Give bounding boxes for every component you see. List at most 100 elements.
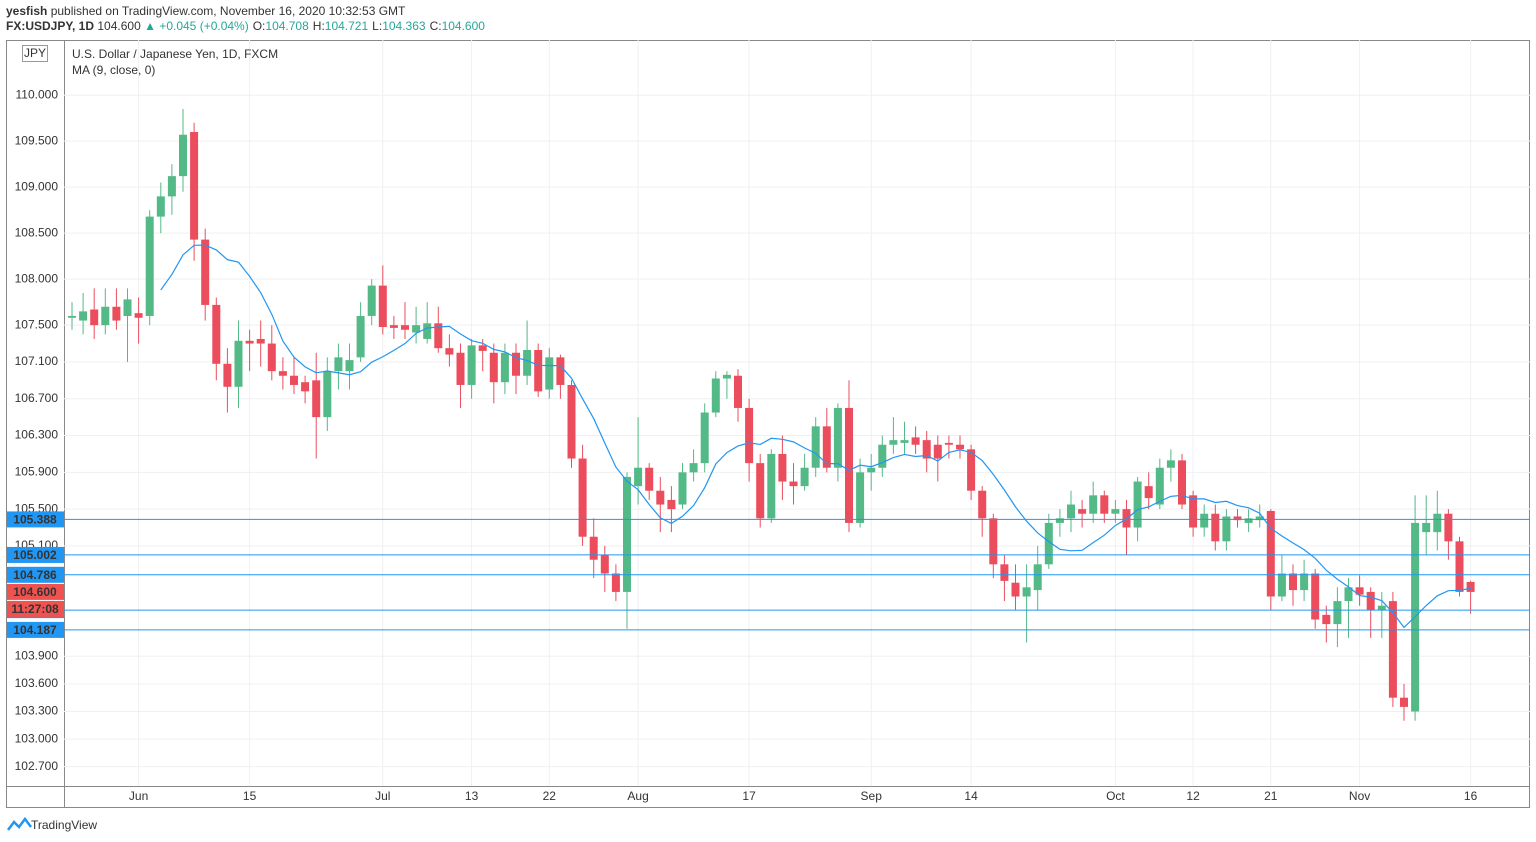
ohlc-value: 104.600 [442, 19, 486, 33]
candle-body [833, 407, 842, 468]
candle-body [90, 309, 99, 326]
candle-body [123, 299, 132, 316]
candle-body [212, 304, 221, 364]
candle-body [1011, 582, 1020, 597]
x-tick-label: 12 [1186, 789, 1200, 803]
published: published on TradingView.com, November 1… [51, 4, 406, 18]
ohlc-value: 104.721 [325, 19, 369, 33]
candle-body [345, 360, 354, 372]
y-tick-label: 110.000 [16, 87, 59, 101]
candle-body [378, 285, 387, 327]
ma-line [160, 244, 1471, 629]
brand: TradingView [31, 818, 97, 832]
candle-body [467, 345, 476, 385]
y-tick-label: 103.000 [15, 731, 59, 745]
candle-body [1255, 516, 1264, 521]
candle-body [900, 440, 909, 443]
candle-body [1133, 481, 1142, 528]
level-label-box [7, 546, 64, 563]
candle-body [1233, 516, 1242, 521]
candle-body [578, 458, 587, 537]
candle-body [878, 444, 887, 468]
candle-body [556, 357, 565, 385]
indicator: MA (9, close, 0) [72, 63, 155, 77]
x-tick-label: 16 [1464, 789, 1478, 803]
ohlc-label: O: [253, 19, 266, 33]
candle-body [756, 463, 765, 519]
y-tick-label: 106.700 [15, 391, 59, 405]
y-tick-label: 102.700 [15, 759, 59, 773]
candle-body [389, 325, 398, 328]
candle-body [312, 380, 321, 418]
x-tick-label: Nov [1349, 789, 1370, 803]
y-tick-label: 109.500 [15, 133, 59, 147]
candle-body [922, 440, 931, 459]
ohlc-value: 104.708 [265, 19, 309, 33]
logo [7, 816, 32, 831]
candle-body [101, 306, 110, 326]
candle-body [278, 371, 287, 376]
candle-body [512, 352, 520, 376]
candle-body [489, 352, 498, 383]
level-label-box [7, 566, 64, 583]
candle-body [1166, 460, 1175, 468]
y-tick-label: 103.900 [15, 648, 59, 662]
y-tick-label: 108.000 [15, 271, 59, 285]
candle-body [767, 453, 776, 519]
ohlc-label: C: [430, 19, 442, 33]
candle-body [611, 573, 620, 592]
candle-body [156, 196, 165, 217]
candle-body [1244, 518, 1253, 523]
candle-body [545, 357, 554, 390]
candle-body [667, 499, 676, 510]
candle-body [845, 407, 853, 523]
candle-body [190, 131, 199, 240]
candle-body [1333, 601, 1342, 625]
candle-body [534, 349, 543, 392]
price: 104.600 [97, 19, 141, 33]
candle-body [1311, 573, 1320, 620]
candle-body [1033, 564, 1042, 591]
candle-body [867, 467, 876, 473]
candle-body [678, 472, 687, 505]
publish-line: yesfish published on TradingView.com, No… [6, 4, 406, 18]
level-label: 104.187 [13, 623, 57, 637]
level-label: 105.002 [13, 548, 57, 562]
candle-body [989, 518, 998, 565]
candle-body [634, 467, 643, 487]
x-tick-label: 21 [1264, 789, 1278, 803]
currency: JPY [24, 46, 46, 60]
candle-body [256, 338, 265, 344]
candle-body [1044, 522, 1053, 565]
candle-body [423, 323, 432, 339]
symbol: FX:USDJPY, 1D [6, 19, 94, 33]
candle-body [1388, 601, 1397, 698]
candle-body [112, 306, 121, 321]
candle-body [1078, 509, 1087, 514]
candle-body [656, 490, 665, 505]
candle-body [1322, 614, 1331, 625]
level-label: 105.388 [13, 513, 57, 527]
candle-body [179, 134, 187, 177]
candle-body [1022, 587, 1031, 597]
candle-body [1377, 605, 1386, 611]
candle-body [445, 348, 454, 355]
candle-body [1366, 591, 1375, 611]
candle-body [1355, 587, 1364, 595]
candle-body [290, 375, 298, 385]
ohlc-value: 104.363 [382, 19, 426, 33]
candle-body [1155, 467, 1164, 505]
candle-body [478, 345, 487, 351]
candle-body [856, 472, 865, 523]
currency-box [22, 45, 48, 62]
candle-body [1433, 513, 1442, 533]
candle-body [778, 453, 787, 482]
candle-body [1200, 513, 1209, 528]
countdown-box [7, 600, 64, 617]
x-tick-label: 14 [964, 789, 978, 803]
frame [6, 40, 1530, 808]
x-tick-label: 17 [742, 789, 756, 803]
candle-body [567, 384, 576, 459]
y-tick-label: 107.500 [15, 317, 59, 331]
